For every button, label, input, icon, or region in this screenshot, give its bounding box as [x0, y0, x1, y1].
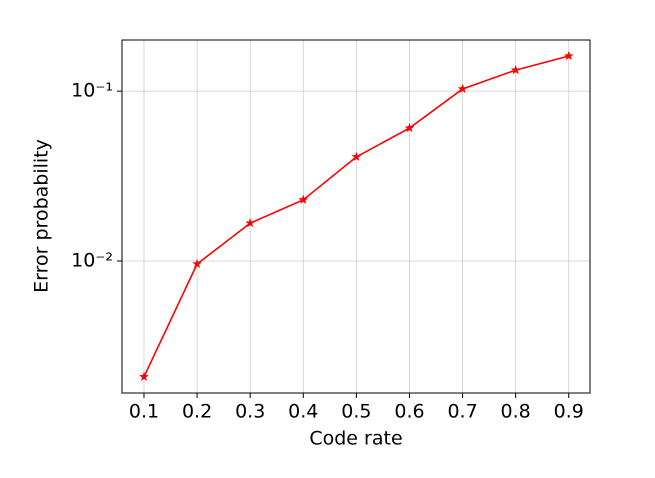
x-tick-label: 0.1 — [129, 401, 159, 423]
marker — [563, 50, 574, 61]
x-tick-label: 0.3 — [235, 401, 265, 423]
x-tick-label: 0.6 — [394, 401, 424, 423]
marker — [510, 64, 521, 75]
marker — [192, 258, 203, 269]
x-axis-label: Code rate — [309, 428, 402, 450]
marker — [457, 83, 468, 94]
x-tick-label: 0.7 — [447, 401, 477, 423]
x-tick-label: 0.2 — [182, 401, 212, 423]
marker — [351, 151, 362, 162]
x-tick-label: 0.8 — [501, 401, 531, 423]
x-tick-label: 0.5 — [341, 401, 371, 423]
y-tick-label: 10⁻¹ — [71, 80, 113, 102]
x-tick-label: 0.4 — [288, 401, 318, 423]
plot-frame — [121, 39, 591, 394]
marker — [298, 194, 309, 205]
y-tick-label: 10⁻² — [71, 249, 113, 271]
x-tick-label: 0.9 — [554, 401, 584, 423]
marker — [245, 217, 256, 228]
y-axis-label: Error probability — [31, 139, 53, 293]
marker — [404, 122, 415, 133]
marker — [138, 371, 149, 382]
